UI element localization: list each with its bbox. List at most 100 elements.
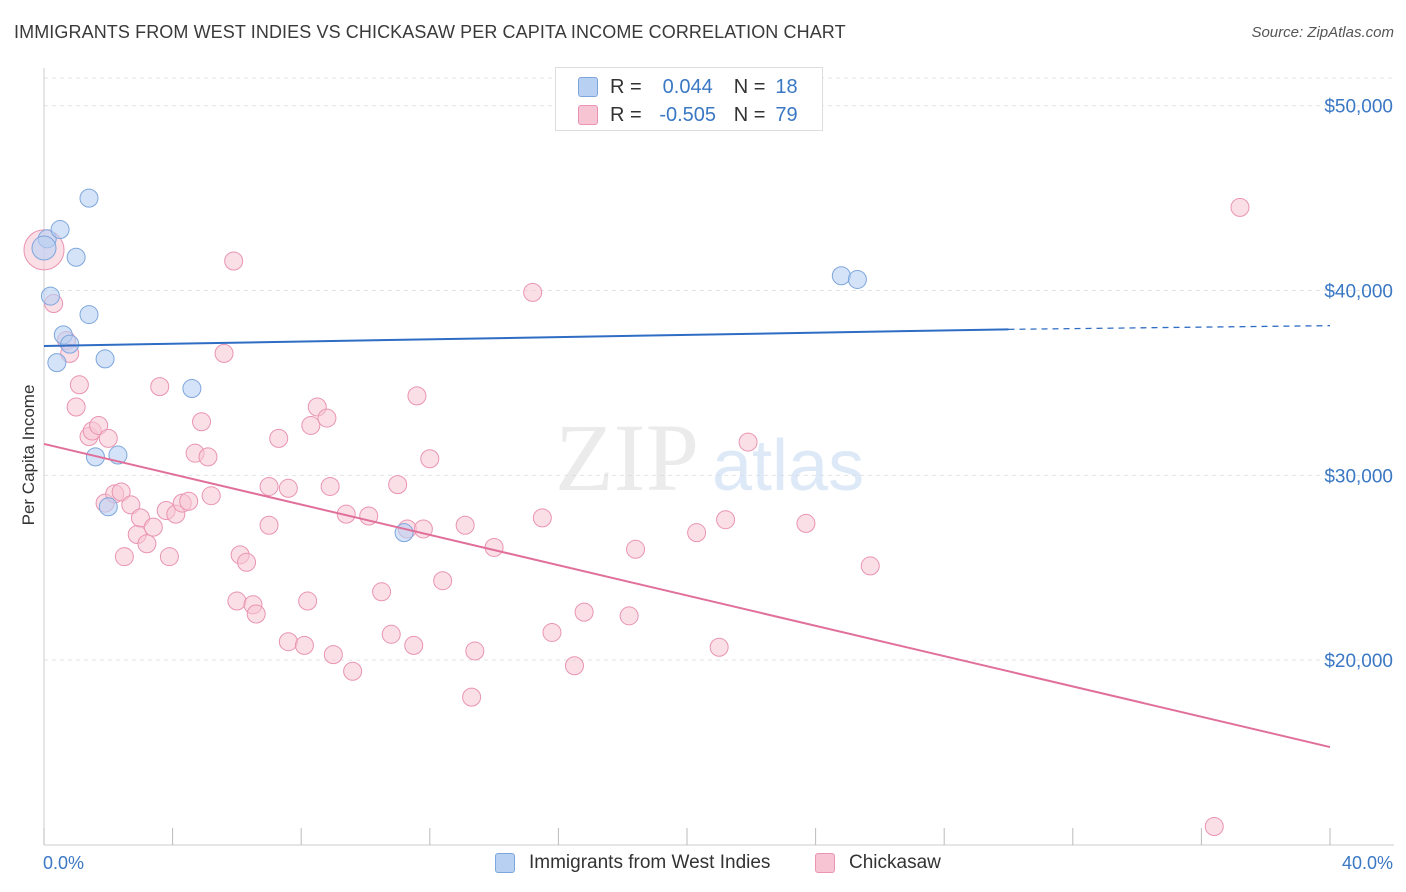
legend: R = 0.044 N = 18 R = -0.505 N = 79 <box>555 67 823 131</box>
chickasaw-point <box>214 343 234 363</box>
chickasaw-point <box>716 510 736 530</box>
west-indies-point <box>847 269 867 289</box>
chickasaw-point <box>198 447 218 467</box>
chickasaw-point <box>179 491 199 511</box>
chickasaw-point <box>192 412 212 432</box>
chickasaw-point <box>564 656 584 676</box>
legend-r-label: R = <box>610 103 642 126</box>
chickasaw-point <box>796 513 816 533</box>
bottom-legend-west-indies: Immigrants from West Indies <box>495 852 770 874</box>
chickasaw-point <box>388 475 408 495</box>
chickasaw-point <box>1204 817 1224 837</box>
bottom-legend-label: Chickasaw <box>849 852 941 873</box>
legend-n-value: 79 <box>775 103 798 126</box>
legend-r-label: R = <box>610 75 642 98</box>
chickasaw-point <box>484 537 504 557</box>
chickasaw-point <box>137 534 157 554</box>
chickasaw-point <box>130 508 150 528</box>
chickasaw-point <box>259 476 279 496</box>
chickasaw-point <box>114 547 134 567</box>
x-tick-max: 40.0% <box>1342 853 1393 873</box>
chickasaw-point <box>860 556 880 576</box>
legend-swatch-blue <box>578 77 598 97</box>
chickasaw-point <box>455 515 475 535</box>
legend-row-chickasaw: R = -0.505 N = 79 <box>556 101 798 129</box>
chickasaw-point <box>294 635 314 655</box>
chickasaw-point <box>465 641 485 661</box>
chickasaw-point <box>323 645 343 665</box>
chickasaw-point <box>98 428 118 448</box>
west-indies-point <box>47 353 67 373</box>
west-indies-point <box>50 220 70 240</box>
x-tick-min: 0.0% <box>43 853 84 873</box>
bottom-legend-chickasaw: Chickasaw <box>815 852 941 874</box>
chickasaw-point <box>298 591 318 611</box>
chickasaw-point <box>150 377 170 397</box>
chickasaw-point <box>317 408 337 428</box>
watermark-atlas: atlas <box>712 426 864 506</box>
chickasaw-point <box>278 478 298 498</box>
y-tick-labels: $20,000 $30,000 $40,000 $50,000 <box>1324 97 1393 672</box>
trend-lines <box>43 325 1331 749</box>
west-indies-point <box>98 497 118 517</box>
bottom-legend-label: Immigrants from West Indies <box>529 852 771 873</box>
chickasaw-point <box>66 397 86 417</box>
chickasaw-point <box>420 449 440 469</box>
chickasaw-point <box>259 515 279 535</box>
chickasaw-point <box>159 547 179 567</box>
chickasaw-point <box>269 428 289 448</box>
chickasaw-points <box>23 197 1250 837</box>
chickasaw-point <box>532 508 552 528</box>
chickasaw-point <box>738 432 758 452</box>
chickasaw-point <box>121 495 141 515</box>
source-label: Source: ZipAtlas.com <box>1251 24 1394 41</box>
legend-n-value: 18 <box>775 75 798 98</box>
chickasaw-point <box>626 539 646 559</box>
west-indies-point <box>66 247 86 267</box>
y-tick-label: $50,000 <box>1324 97 1393 118</box>
chickasaw-point <box>709 637 729 657</box>
west-indies-trend-line <box>43 328 1009 347</box>
chickasaw-point <box>574 602 594 622</box>
chickasaw-point <box>462 687 482 707</box>
west-indies-point <box>79 188 99 208</box>
chickasaw-point <box>237 552 257 572</box>
bottom-legend-swatch-blue <box>495 853 515 873</box>
y-tick-label: $20,000 <box>1324 651 1393 672</box>
west-indies-trend-extension <box>1008 325 1331 331</box>
y-tick-label: $30,000 <box>1324 466 1393 487</box>
west-indies-point <box>95 349 115 369</box>
chickasaw-point <box>343 661 363 681</box>
chickasaw-point <box>523 282 543 302</box>
y-tick-label: $40,000 <box>1324 282 1393 303</box>
axes <box>43 68 1394 846</box>
chickasaw-point <box>201 486 221 506</box>
west-indies-point <box>40 286 60 306</box>
west-indies-point <box>79 305 99 325</box>
grid-lines <box>44 77 1394 661</box>
chickasaw-point <box>278 632 298 652</box>
chickasaw-point <box>143 517 163 537</box>
chickasaw-point <box>301 415 321 435</box>
chickasaw-point <box>404 635 424 655</box>
chickasaw-point <box>407 386 427 406</box>
legend-r-value: -0.505 <box>659 103 717 126</box>
legend-n-label: N = <box>733 103 766 126</box>
legend-r-value: 0.044 <box>662 75 713 98</box>
chickasaw-point <box>372 582 392 602</box>
chickasaw-trend-line <box>43 442 1331 749</box>
chickasaw-point <box>619 606 639 626</box>
legend-n-label: N = <box>733 75 766 98</box>
watermark: ZIP atlas <box>555 404 864 511</box>
watermark-zip: ZIP <box>555 404 699 511</box>
y-axis-label: Per Capita Income <box>19 385 38 526</box>
legend-swatch-pink <box>578 105 598 125</box>
chickasaw-point <box>111 482 131 502</box>
chickasaw-point <box>433 571 453 591</box>
chickasaw-point <box>224 251 244 271</box>
west-indies-point <box>60 334 80 354</box>
chickasaw-point <box>381 624 401 644</box>
chickasaw-point <box>542 622 562 642</box>
legend-row-west-indies: R = 0.044 N = 18 <box>556 73 798 101</box>
